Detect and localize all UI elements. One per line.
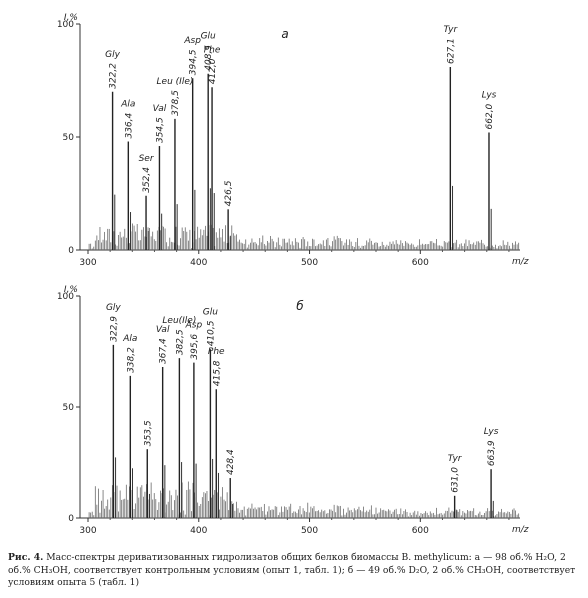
panel-a-x-tick-label: 300 <box>79 258 96 268</box>
panel-a-peak-mass-label: 408,5 <box>204 45 214 71</box>
panel-a-x-axis-label: m/z <box>512 257 529 267</box>
panel-b-x-tick-label: 400 <box>190 526 207 536</box>
panel-b-peak-mass-label: 663,9 <box>487 440 497 466</box>
figure-caption: Рис. 4. Масс-спектры дериватизованных ги… <box>8 552 580 590</box>
panel-b-peak-mass-label: 410,5 <box>206 320 216 346</box>
panel-a-y-tick-label: 0 <box>68 246 74 256</box>
panel-a-peak-name-label: Ser <box>139 154 155 164</box>
panel-b-peak-mass-label: 395,6 <box>190 334 200 360</box>
panel-a-peak-name-label: Lys <box>482 90 497 100</box>
panel-b-peak-name-label: Val <box>156 325 170 335</box>
panel-a-peak-name-label: Val <box>153 104 167 114</box>
panel-a-tag: а <box>281 27 288 41</box>
panel-b-y-tick-label: 0 <box>68 514 74 524</box>
panel-a-peak-mass-label: 662,0 <box>485 103 495 129</box>
panel-b-peak-name-label: Lys <box>484 427 499 437</box>
panel-a-peak-mass-label: 426,5 <box>224 180 234 206</box>
panel-b-peak-mass-label: 428,4 <box>226 449 236 475</box>
panel-b-peak-mass-label: 631,0 <box>451 467 461 493</box>
panel-a-x-tick-label: 500 <box>301 258 318 268</box>
panel-a-peak-name-label: Phe <box>204 45 221 55</box>
panel-a-x-tick-label: 600 <box>412 258 429 268</box>
panel-a-peak-mass-label: 322,2 <box>109 63 119 89</box>
panel-a-peak-mass-label: 378,5 <box>171 90 181 116</box>
panel-a-peak-mass-label: 352,4 <box>142 167 152 193</box>
panel-a-peak-name-label: Ala <box>120 100 135 110</box>
panel-b-x-tick-label: 500 <box>301 526 318 536</box>
panel-b-peak-name-label: Leu(Ile) <box>162 316 196 326</box>
panel-b-peak-name-label: Gly <box>106 303 121 313</box>
panel-a-peak-mass-label: 336,4 <box>124 112 134 138</box>
panel-a-peak-name-label: Asp <box>183 36 201 46</box>
panel-b-x-tick-label: 300 <box>79 526 96 536</box>
panel-b-x-axis-label: m/z <box>512 525 529 535</box>
panel-b-peak-mass-label: 382,5 <box>175 329 185 355</box>
panel-a-x-tick-label: 400 <box>190 258 207 268</box>
panel-b-peak-mass-label: 322,9 <box>109 316 119 342</box>
panel-a-peak-mass-label: 354,5 <box>155 117 165 143</box>
panel-a-peak-name-label: Glu <box>201 32 216 42</box>
panel-b-y-axis-label: I,% <box>64 285 78 295</box>
panel-a-y-tick-label: 50 <box>63 133 75 143</box>
panel-b-tag: б <box>296 299 304 313</box>
panel-b-peak-name-label: Ala <box>122 334 137 344</box>
panel-b-peak-mass-label: 338,2 <box>126 347 136 373</box>
panel-b-peak-name-label: Phe <box>208 347 225 357</box>
panel-b-peak-name-label: Tyr <box>448 454 463 464</box>
panel-b-peak-name-label: Glu <box>203 307 218 317</box>
panel-b-peak-mass-label: 367,4 <box>159 338 169 364</box>
panel-a-peak-name-label: Gly <box>105 50 120 60</box>
panel-a-y-axis-label: I,% <box>64 13 78 23</box>
panel-a-peak-name-label: Tyr <box>443 25 458 35</box>
panel-b-peak-mass-label: 415,8 <box>212 360 222 386</box>
caption-text: Масс-спектры дериватизованных гидролизат… <box>8 552 576 588</box>
panel-a-peak-name-label: Leu (Ile) <box>157 77 194 87</box>
panel-a-peak-mass-label: 394,5 <box>189 49 199 75</box>
panel-b-y-tick-label: 100 <box>57 292 74 302</box>
caption-label: Рис. 4. <box>8 552 44 563</box>
panel-b-y-tick-label: 50 <box>63 403 75 413</box>
panel-b-x-tick-label: 600 <box>412 526 429 536</box>
panel-a-peak-mass-label: 412,0 <box>208 58 218 84</box>
panel-a-y-tick-label: 100 <box>57 20 74 30</box>
panel-a-peak-mass-label: 627,1 <box>446 38 456 64</box>
panel-b-peak-name-label: Asp <box>185 321 203 331</box>
panel-b-peak-mass-label: 353,5 <box>143 420 153 446</box>
